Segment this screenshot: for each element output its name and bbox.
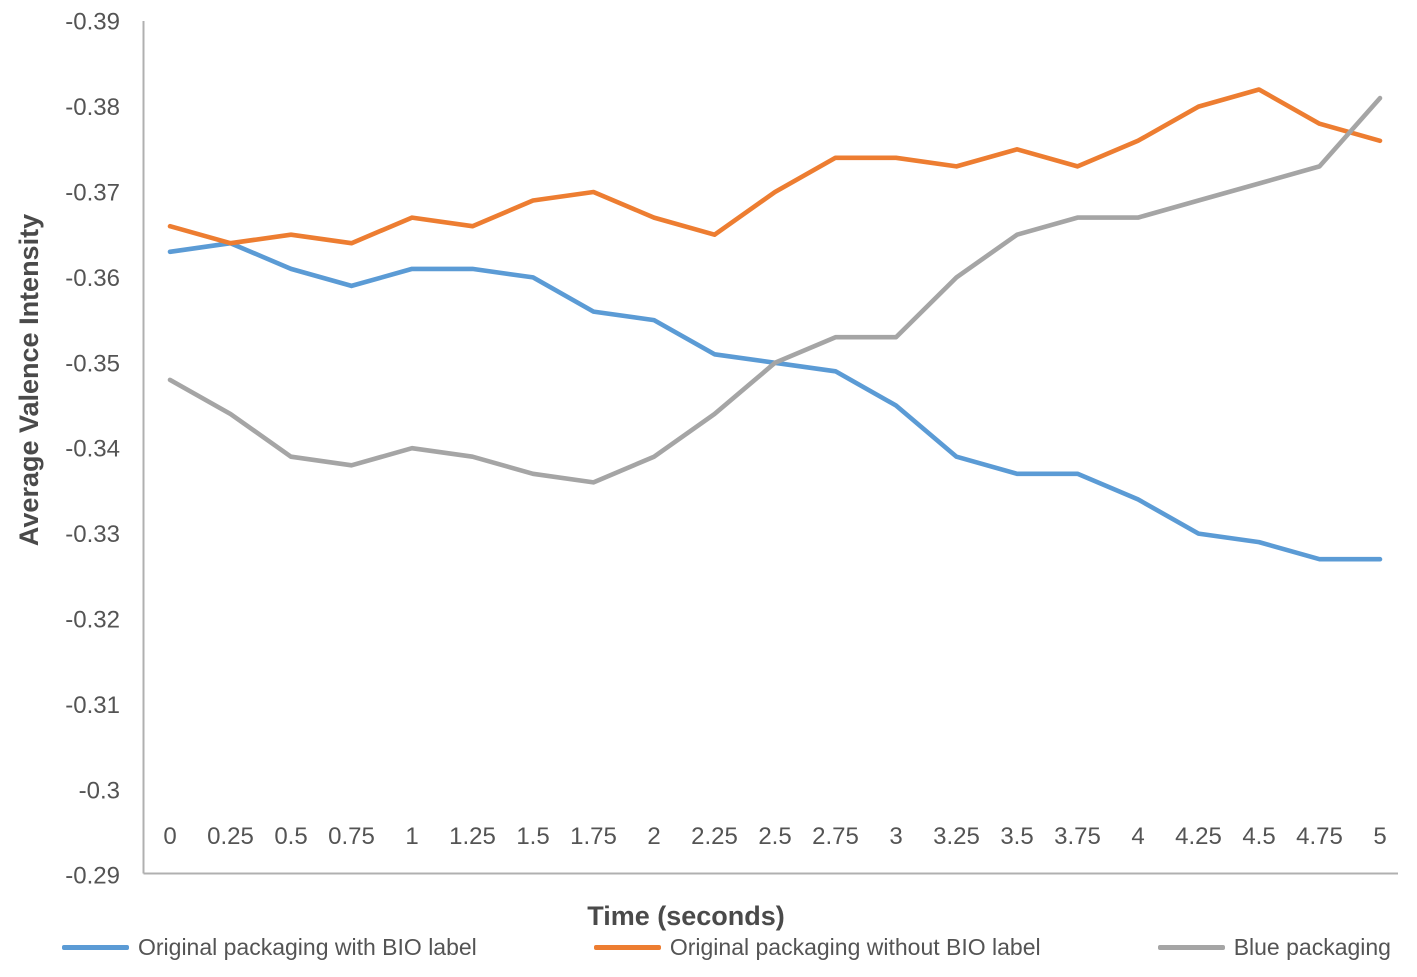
x-tick-label: 0.75 [328,823,375,850]
x-tick-label: 2.75 [812,823,859,850]
y-tick-label: -0.34 [65,436,120,463]
x-tick-label: 3 [889,823,902,850]
legend-label: Original packaging with BIO label [138,934,477,960]
y-tick-label: -0.29 [65,863,120,890]
axes [142,21,1398,875]
x-tick-label: 4.5 [1242,823,1275,850]
legend-item: Blue packaging [1157,934,1391,960]
x-tick-label: 0.25 [207,823,254,850]
x-tick-label: 2.25 [691,823,738,850]
x-tick-label: 4 [1131,823,1144,850]
x-tick-label: 1.75 [570,823,617,850]
legend-label: Original packaging without BIO label [669,934,1041,960]
legend-swatch [62,945,129,950]
series-line [167,240,1383,562]
x-tick-label: 1.25 [449,823,496,850]
x-tick-label: 5 [1373,823,1386,850]
legend-item: Original packaging with BIO label [62,936,477,959]
x-tick-label: 3.5 [1000,823,1033,850]
x-axis-tick-labels: 0 0.25 0.5 0.75 1 1.25 1.5 1.75 2 2.25 2.5 2.75 3 3.2… [163,823,1386,850]
data-series-lines [167,87,1383,562]
y-tick-label: -0.36 [65,265,120,292]
y-axis-tick-labels: -0.39 -0.38 -0.37 -0.36 -0.35 -0.34 -0.33 -0.32… [65,9,120,890]
legend: Original packaging with BIO label Origina… [0,936,1417,959]
series-line [167,87,1383,246]
y-tick-label: -0.32 [65,607,120,634]
series-line [167,95,1383,485]
y-tick-label: -0.39 [65,9,120,36]
x-axis-title: Time (seconds) [587,901,785,931]
legend-item: Original packaging without BIO label [593,934,1041,960]
x-tick-label: 0 [163,823,176,850]
y-axis-title: Average Valence Intensity [14,214,44,546]
x-tick-label: 2 [647,823,660,850]
y-tick-label: -0.37 [65,180,120,207]
x-tick-label: 0.5 [274,823,307,850]
legend-swatch [1157,945,1225,950]
y-tick-label: -0.38 [65,94,120,121]
x-tick-label: 4.25 [1175,823,1222,850]
x-tick-label: 4.75 [1296,823,1343,850]
x-tick-label: 2.5 [758,823,791,850]
x-tick-label: 3.75 [1054,823,1101,850]
x-tick-label: 1 [405,823,418,850]
y-tick-label: -0.33 [65,521,120,548]
x-tick-label: 3.25 [933,823,980,850]
x-tick-label: 1.5 [516,823,549,850]
legend-swatch [593,945,661,950]
y-tick-label: -0.35 [65,350,120,377]
y-tick-label: -0.3 [79,777,120,804]
legend-label: Blue packaging [1233,934,1391,960]
y-tick-label: -0.31 [65,692,120,719]
